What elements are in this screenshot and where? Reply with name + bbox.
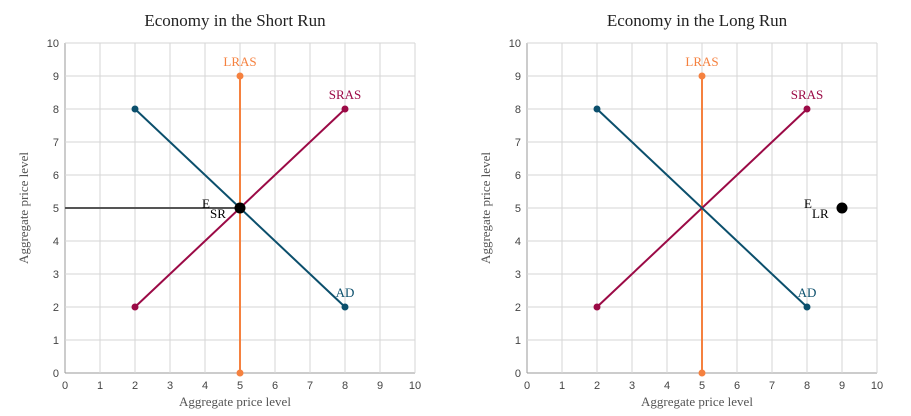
lras-point [236, 72, 244, 80]
equilibrium-point [836, 202, 848, 214]
equilibrium-subscript: SR [210, 206, 226, 221]
y-axis-label: Aggregate price level [478, 152, 493, 264]
sras-point [131, 303, 139, 311]
y-tick-label: 2 [53, 302, 59, 314]
y-tick-label: 0 [515, 368, 521, 380]
chart-title: Economy in the Short Run [144, 11, 326, 30]
x-tick-label: 7 [307, 380, 313, 392]
equilibrium-subscript: LR [812, 206, 829, 221]
equilibrium-point [234, 202, 246, 214]
x-tick-label: 9 [377, 380, 383, 392]
x-tick-label: 4 [664, 380, 670, 392]
sras-label: SRAS [791, 87, 824, 102]
ad-point [593, 105, 601, 113]
chart-panel-1: Economy in the Short Run 00 1 1 2 2 3 3 4 4 5 5 6 6 7 7… [16, 11, 421, 409]
y-tick-label: 0 [53, 368, 59, 380]
y-tick-label: 9 [53, 71, 59, 83]
x-tick-label: 8 [804, 380, 810, 392]
chart-panel-2: Economy in the Long Run 00 1 1 2 2 3 3 4 4 5 5 6 6 7 7 8… [478, 11, 883, 409]
lras-label: LRAS [223, 54, 256, 69]
x-tick-label: 8 [342, 380, 348, 392]
y-tick-label: 7 [515, 137, 521, 149]
y-tick-label: 4 [53, 236, 59, 248]
x-tick-label: 6 [734, 380, 740, 392]
x-tick-label: 10 [871, 380, 883, 392]
x-tick-label: 0 [524, 380, 530, 392]
sras-point [803, 105, 811, 113]
x-tick-label: 4 [202, 380, 208, 392]
y-tick-label: 5 [515, 203, 521, 215]
y-axis-label: Aggregate price level [16, 152, 31, 264]
y-tick-label: 6 [53, 170, 59, 182]
x-tick-label: 9 [839, 380, 845, 392]
ad-point [341, 303, 349, 311]
x-tick-label: 3 [167, 380, 173, 392]
x-tick-label: 3 [629, 380, 635, 392]
x-axis-label: Aggregate price level [179, 394, 291, 409]
y-tick-label: 4 [515, 236, 521, 248]
y-tick-label: 10 [47, 38, 59, 50]
ad-point [131, 105, 139, 113]
lras-point [698, 72, 706, 80]
sras-label: SRAS [329, 87, 362, 102]
x-tick-label: 2 [594, 380, 600, 392]
sras-point [341, 105, 349, 113]
x-tick-label: 6 [272, 380, 278, 392]
equilibrium-label: E [202, 196, 210, 211]
x-tick-label: 1 [559, 380, 565, 392]
y-tick-label: 9 [515, 71, 521, 83]
ad-label: AD [798, 285, 817, 300]
x-tick-label: 7 [769, 380, 775, 392]
y-tick-label: 2 [515, 302, 521, 314]
y-tick-label: 10 [509, 38, 521, 50]
sras-point [593, 303, 601, 311]
y-tick-label: 8 [53, 104, 59, 116]
lras-label: LRAS [685, 54, 718, 69]
y-tick-label: 8 [515, 104, 521, 116]
lras-point [236, 369, 244, 377]
y-tick-label: 1 [515, 335, 521, 347]
x-tick-label: 2 [132, 380, 138, 392]
x-tick-label: 5 [699, 380, 705, 392]
ad-point [803, 303, 811, 311]
y-tick-label: 1 [53, 335, 59, 347]
ad-label: AD [336, 285, 355, 300]
y-tick-label: 3 [53, 269, 59, 281]
x-tick-label: 10 [409, 380, 421, 392]
y-tick-label: 5 [53, 203, 59, 215]
y-tick-label: 7 [53, 137, 59, 149]
y-tick-label: 3 [515, 269, 521, 281]
y-tick-label: 6 [515, 170, 521, 182]
x-axis-label: Aggregate price level [641, 394, 753, 409]
chart-title: Economy in the Long Run [607, 11, 788, 30]
lras-point [698, 369, 706, 377]
x-tick-label: 1 [97, 380, 103, 392]
ad-line [596, 108, 808, 308]
x-tick-label: 5 [237, 380, 243, 392]
equilibrium-label: E [804, 196, 812, 211]
x-tick-label: 0 [62, 380, 68, 392]
